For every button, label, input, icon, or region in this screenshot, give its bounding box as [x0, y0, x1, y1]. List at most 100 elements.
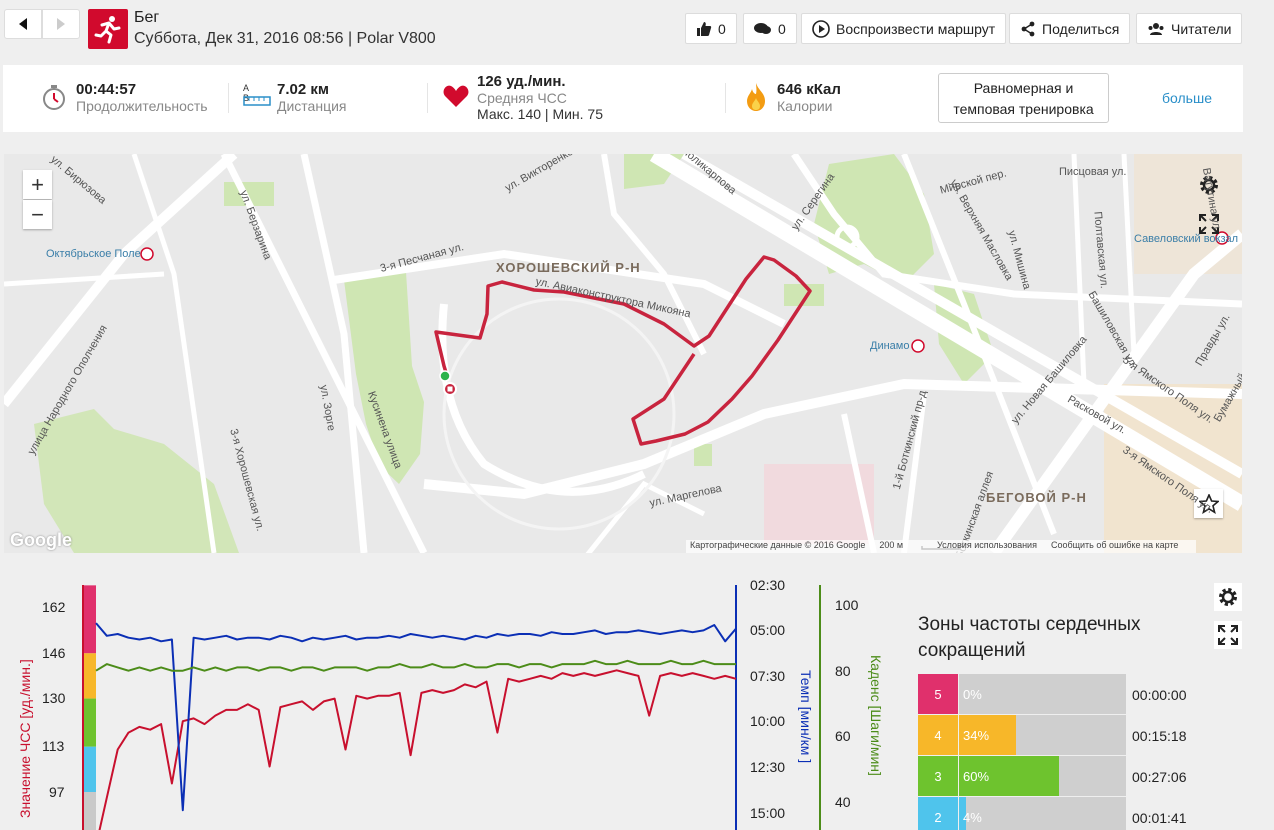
map-canvas [4, 154, 1242, 553]
arrow-left-icon [19, 18, 27, 30]
chart-fullscreen-button[interactable] [1214, 621, 1242, 649]
zone-percent: 4% [963, 810, 982, 825]
hr-zone-band-3 [84, 698, 96, 747]
map-favorite-button[interactable] [1194, 489, 1223, 518]
summary-bar: 00:44:57 Продолжительность A B 7.02 км Д… [3, 65, 1243, 132]
ruler-icon [243, 96, 271, 106]
street-label: Писцовая ул. [1059, 166, 1127, 178]
hr-zone-band-2 [84, 746, 96, 792]
pace-tick: 10:00 [750, 713, 786, 729]
hr-value: 126 уд./мин. [477, 73, 566, 90]
zone-percent: 60% [963, 769, 990, 784]
hr-tick: 97 [49, 784, 65, 800]
comments-button[interactable]: 0 [743, 13, 797, 44]
series-line-0 [98, 669, 737, 830]
like-count: 0 [718, 20, 726, 37]
calories-label: Калории [777, 98, 833, 114]
zone-bar: 0% [959, 674, 1126, 714]
cadence-tick: 80 [835, 663, 851, 679]
workout-chart[interactable] [0, 575, 900, 830]
play-icon [812, 19, 830, 38]
zoom-out-button[interactable]: − [23, 200, 52, 229]
chart-settings-button[interactable] [1214, 583, 1242, 611]
map-report-link[interactable]: Сообщить об ошибке на карте [1050, 540, 1179, 550]
district-label: ХОРОШЕВСКИЙ Р-Н [496, 260, 641, 275]
hr-tick: 162 [42, 599, 66, 615]
map-scale-label: 200 м [879, 540, 904, 550]
stopwatch-icon [43, 85, 65, 110]
followers-button[interactable]: Читатели [1136, 13, 1243, 44]
distance-ab: A B [243, 83, 256, 103]
hr-label: Средняя ЧСС [477, 90, 567, 106]
series-line-1 [95, 622, 737, 812]
like-button[interactable]: 0 [685, 13, 737, 44]
expand-icon [1198, 213, 1219, 234]
cadence-tick: 40 [835, 794, 851, 810]
followers-label: Читатели [1171, 20, 1232, 37]
duration-label: Продолжительность [76, 98, 208, 114]
distance-value: 7.02 км [277, 81, 329, 98]
running-icon [88, 9, 128, 49]
zone-number: 2 [918, 797, 958, 830]
zone-number: 4 [918, 715, 958, 755]
play-route-button[interactable]: Воспроизвести маршрут [801, 13, 1007, 44]
map-fullscreen-button[interactable] [1194, 209, 1223, 238]
zone-bar: 4% [959, 797, 1126, 830]
pace-tick: 05:00 [750, 622, 786, 638]
training-type-line1: Равномерная и [973, 80, 1074, 96]
zone-percent: 0% [963, 687, 982, 702]
sport-title: Бег [134, 9, 160, 26]
back-button[interactable] [4, 9, 42, 39]
session-subtitle: Суббота, Дек 31, 2016 08:56 | Polar V800 [134, 30, 436, 47]
map-data-credit[interactable]: Картографические данные © 2016 Google [690, 540, 866, 550]
hr-zone-band-5 [84, 585, 96, 654]
flame-icon [747, 83, 765, 111]
training-type-line2: темповая тренировка [953, 101, 1094, 117]
chart-canvas [82, 585, 821, 830]
zone-time: 00:01:41 [1132, 810, 1187, 826]
zoom-in-button[interactable]: + [23, 170, 52, 199]
more-link[interactable]: больше [1162, 90, 1212, 106]
zone-row: 3 60% 00:27:06 [918, 756, 1274, 796]
pace-tick: 15:00 [750, 805, 786, 821]
zone-row: 4 34% 00:15:18 [918, 715, 1274, 755]
map-settings-button[interactable] [1194, 170, 1223, 199]
route-map[interactable]: + − ХОРОШЕВСКИЙ Р-Н БЕГОВОЙ Р-Н Октябрьс… [4, 154, 1242, 553]
metro-label: Динамо [870, 340, 910, 352]
pace-tick: 07:30 [750, 668, 786, 684]
hr-tick: 113 [42, 738, 65, 754]
star-icon [1198, 493, 1219, 514]
zone-time: 00:27:06 [1132, 769, 1187, 785]
divider [725, 83, 726, 113]
zone-number: 3 [918, 756, 958, 796]
share-button[interactable]: Поделиться [1009, 13, 1131, 44]
zone-percent: 34% [963, 728, 990, 743]
cadence-axis-title: Каденс [Шаги/мин] [868, 655, 884, 776]
training-type-button[interactable]: Равномерная и темповая тренировка [938, 73, 1109, 123]
hr-tick: 130 [42, 690, 66, 706]
hr-zone-band-1 [84, 792, 96, 830]
heart-icon [443, 85, 469, 107]
map-footer: Картографические данные © 2016 Google 200… [686, 540, 1197, 553]
expand-icon [1218, 625, 1238, 645]
google-logo: Google [10, 530, 72, 550]
zone-row: 5 0% 00:00:00 [918, 674, 1274, 714]
share-icon [1021, 21, 1035, 36]
hr-axis-title: Значение ЧСС [уд./мин.] [17, 659, 33, 818]
forward-button[interactable] [42, 9, 80, 39]
hr-tick: 146 [42, 645, 66, 661]
series-line-2 [95, 659, 736, 672]
map-terms-link[interactable]: Условия использования [937, 540, 1037, 550]
comment-icon [754, 22, 771, 34]
zone-fill [959, 756, 1060, 796]
share-label: Поделиться [1042, 20, 1120, 37]
zone-number: 5 [918, 674, 958, 714]
district-label: БЕГОВОЙ Р-Н [986, 490, 1087, 505]
calories-value: 646 кКал [777, 81, 841, 98]
gear-icon [1199, 175, 1218, 194]
cadence-tick: 100 [835, 597, 859, 613]
pace-axis-title: Темп [мин/км ] [798, 670, 814, 764]
gear-icon [1219, 588, 1237, 606]
play-route-label: Воспроизвести маршрут [836, 20, 996, 37]
comment-count: 0 [778, 20, 786, 37]
